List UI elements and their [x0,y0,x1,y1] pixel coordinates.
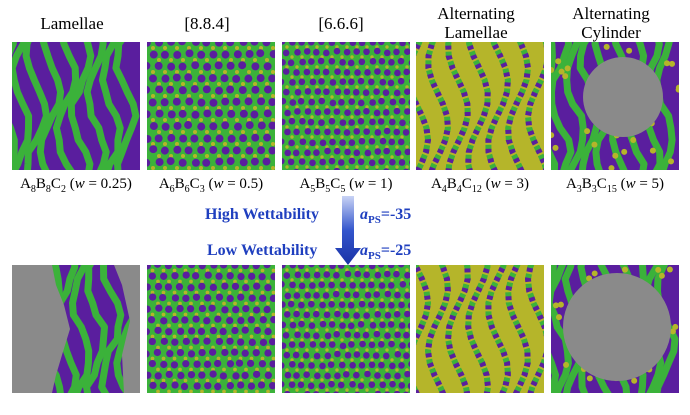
title-text: Lamellae [40,14,104,33]
panel-bottom-666 [282,265,410,393]
caption-alt-lamellae: A4B4C12 (w = 3) [430,176,530,195]
title-text: Alternating [572,4,650,23]
down-arrow-icon [335,196,361,265]
panel-top-alt-lamellae [416,42,544,170]
panel-top-alt-cylinder [551,42,679,170]
title-666: [6.6.6] [276,14,406,33]
high-wettability-label: High Wettability [205,206,319,223]
low-wettability-label: Low Wettability [207,242,318,259]
title-text: [8.8.4] [184,14,230,33]
title-alt-cylinder: Alternating Cylinder [546,4,676,42]
panel-bottom-884 [147,265,275,393]
title-884: [8.8.4] [142,14,272,33]
title-text: [6.6.6] [318,14,364,33]
panel-top-666 [282,42,410,170]
caption-alt-cylinder: A3B3C15 (w = 5) [565,176,665,195]
panel-top-884 [147,42,275,170]
high-aps-value: aPS=-35 [360,206,412,227]
panel-bottom-alt-cylinder [551,265,679,393]
title-text: Lamellae [444,23,508,42]
panel-top-lamellae [12,42,140,170]
low-aps-value: aPS=-25 [360,242,412,263]
caption-lamellae: A8B8C2 (w = 0.25) [20,176,132,195]
caption-666: A5B5C5 (w = 1) [299,176,393,195]
panel-bottom-lamellae [12,265,140,393]
title-text: Alternating [437,4,515,23]
title-lamellae: Lamellae [7,14,137,33]
title-text: Cylinder [581,23,641,42]
title-alt-lamellae: Alternating Lamellae [411,4,541,42]
panel-bottom-alt-lamellae [416,265,544,393]
caption-884: A6B6C3 (w = 0.5) [158,176,264,195]
